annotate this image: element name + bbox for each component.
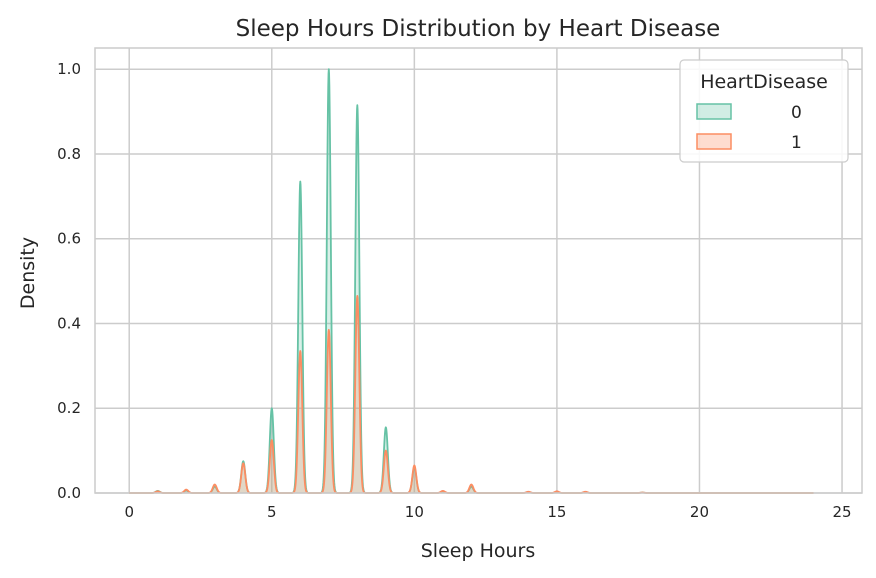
y-tick-label: 0.4: [57, 314, 81, 332]
legend-swatch-1: [696, 133, 732, 150]
y-tick-label: 0.2: [57, 399, 81, 417]
x-tick-labels: 0 5 10 15 20 25: [124, 503, 851, 521]
x-axis-label: Sleep Hours: [421, 540, 535, 562]
legend-title: HeartDisease: [700, 71, 828, 93]
legend: HeartDisease 0 1: [679, 59, 849, 163]
legend-label-0: 0: [791, 103, 802, 123]
y-tick-label: 0.6: [57, 230, 81, 248]
x-tick-label: 20: [690, 503, 709, 521]
y-tick-label: 1.0: [57, 60, 81, 78]
y-tick-label: 0.0: [57, 484, 81, 502]
density-area-1: [129, 295, 814, 493]
density-area-0: [129, 69, 814, 493]
chart-title: Sleep Hours Distribution by Heart Diseas…: [236, 16, 721, 42]
x-tick-label: 0: [124, 503, 134, 521]
x-tick-label: 10: [405, 503, 424, 521]
legend-label-1: 1: [791, 133, 802, 153]
legend-box: [679, 59, 849, 163]
x-tick-label: 25: [832, 503, 851, 521]
x-tick-label: 15: [547, 503, 566, 521]
legend-swatch-0: [696, 103, 732, 120]
y-tick-labels: 0.0 0.2 0.4 0.6 0.8 1.0: [57, 60, 81, 502]
x-tick-label: 5: [267, 503, 277, 521]
plot-frame: [94, 47, 863, 494]
y-tick-label: 0.8: [57, 145, 81, 163]
y-axis-label: Density: [17, 237, 39, 309]
